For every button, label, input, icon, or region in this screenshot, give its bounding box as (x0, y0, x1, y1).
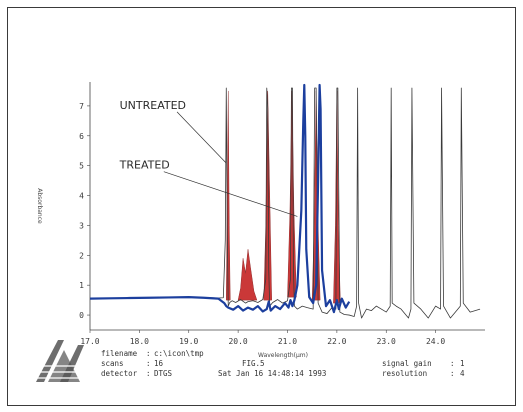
y-axis-label: Absorbance (36, 188, 43, 224)
y-tick-label: 6 (79, 132, 84, 141)
y-tick-label: 5 (79, 162, 84, 171)
y-ticks: 0 1 2 3 4 5 6 7 (79, 102, 90, 320)
scans-value: 16 (154, 359, 164, 368)
colon: : (146, 359, 151, 368)
figure-label: FIG.5 (242, 359, 265, 368)
colon: : (450, 359, 455, 368)
colon: : (146, 369, 151, 378)
filename-label: filename (101, 349, 138, 358)
treated-series-line (89, 83, 351, 314)
x-tick-label: 17.0 (80, 337, 99, 346)
untreated-series-line (89, 87, 481, 319)
y-tick-label: 7 (79, 102, 84, 111)
x-tick-label: 22.0 (327, 337, 346, 346)
y-tick-label: 1 (79, 281, 84, 290)
colon: : (450, 369, 455, 378)
detector-value: DTGS (154, 369, 173, 378)
spectrum-series (89, 83, 481, 319)
timestamp: Sat Jan 16 14:48:14 1993 (218, 369, 326, 378)
filled-peak (237, 249, 258, 301)
callout-leader-line (176, 111, 227, 163)
signal-gain-label: signal gain (382, 359, 432, 368)
x-tick-label: 20.0 (228, 337, 247, 346)
x-tick-label: 19.0 (179, 337, 198, 346)
x-tick-label: 23.0 (377, 337, 396, 346)
resolution-value: 4 (460, 369, 465, 378)
callout-annotations: UNTREATED TREATED (119, 99, 298, 217)
x-tick-label: 21.0 (278, 337, 297, 346)
x-tick-label: 18.0 (130, 337, 149, 346)
callout-leader-line (163, 171, 298, 217)
company-logo (36, 340, 92, 382)
y-tick-label: 3 (79, 221, 84, 230)
filled-peak (333, 90, 341, 304)
scans-label: scans (101, 359, 124, 368)
detector-label: detector (101, 369, 138, 378)
filename-value: c:\icon\tmp (154, 349, 204, 358)
acquisition-info: filename : c:\icon\tmp scans : 16 detect… (101, 349, 465, 378)
callout-label: UNTREATED (120, 99, 186, 112)
y-tick-label: 2 (79, 251, 84, 260)
colon: : (146, 349, 151, 358)
callout-label: TREATED (119, 159, 170, 172)
resolution-label: resolution (382, 369, 427, 378)
filled-peak (287, 90, 297, 298)
y-tick-label: 4 (79, 192, 84, 201)
x-ticks: 17.0 18.0 19.0 20.0 21.0 22.0 23.0 24.0 (80, 330, 445, 346)
y-tick-label: 0 (79, 311, 84, 320)
x-axis-label: Wavelength(µm) (258, 352, 308, 359)
figure-frame (7, 7, 516, 406)
signal-gain-value: 1 (460, 359, 465, 368)
x-tick-label: 24.0 (426, 337, 445, 346)
